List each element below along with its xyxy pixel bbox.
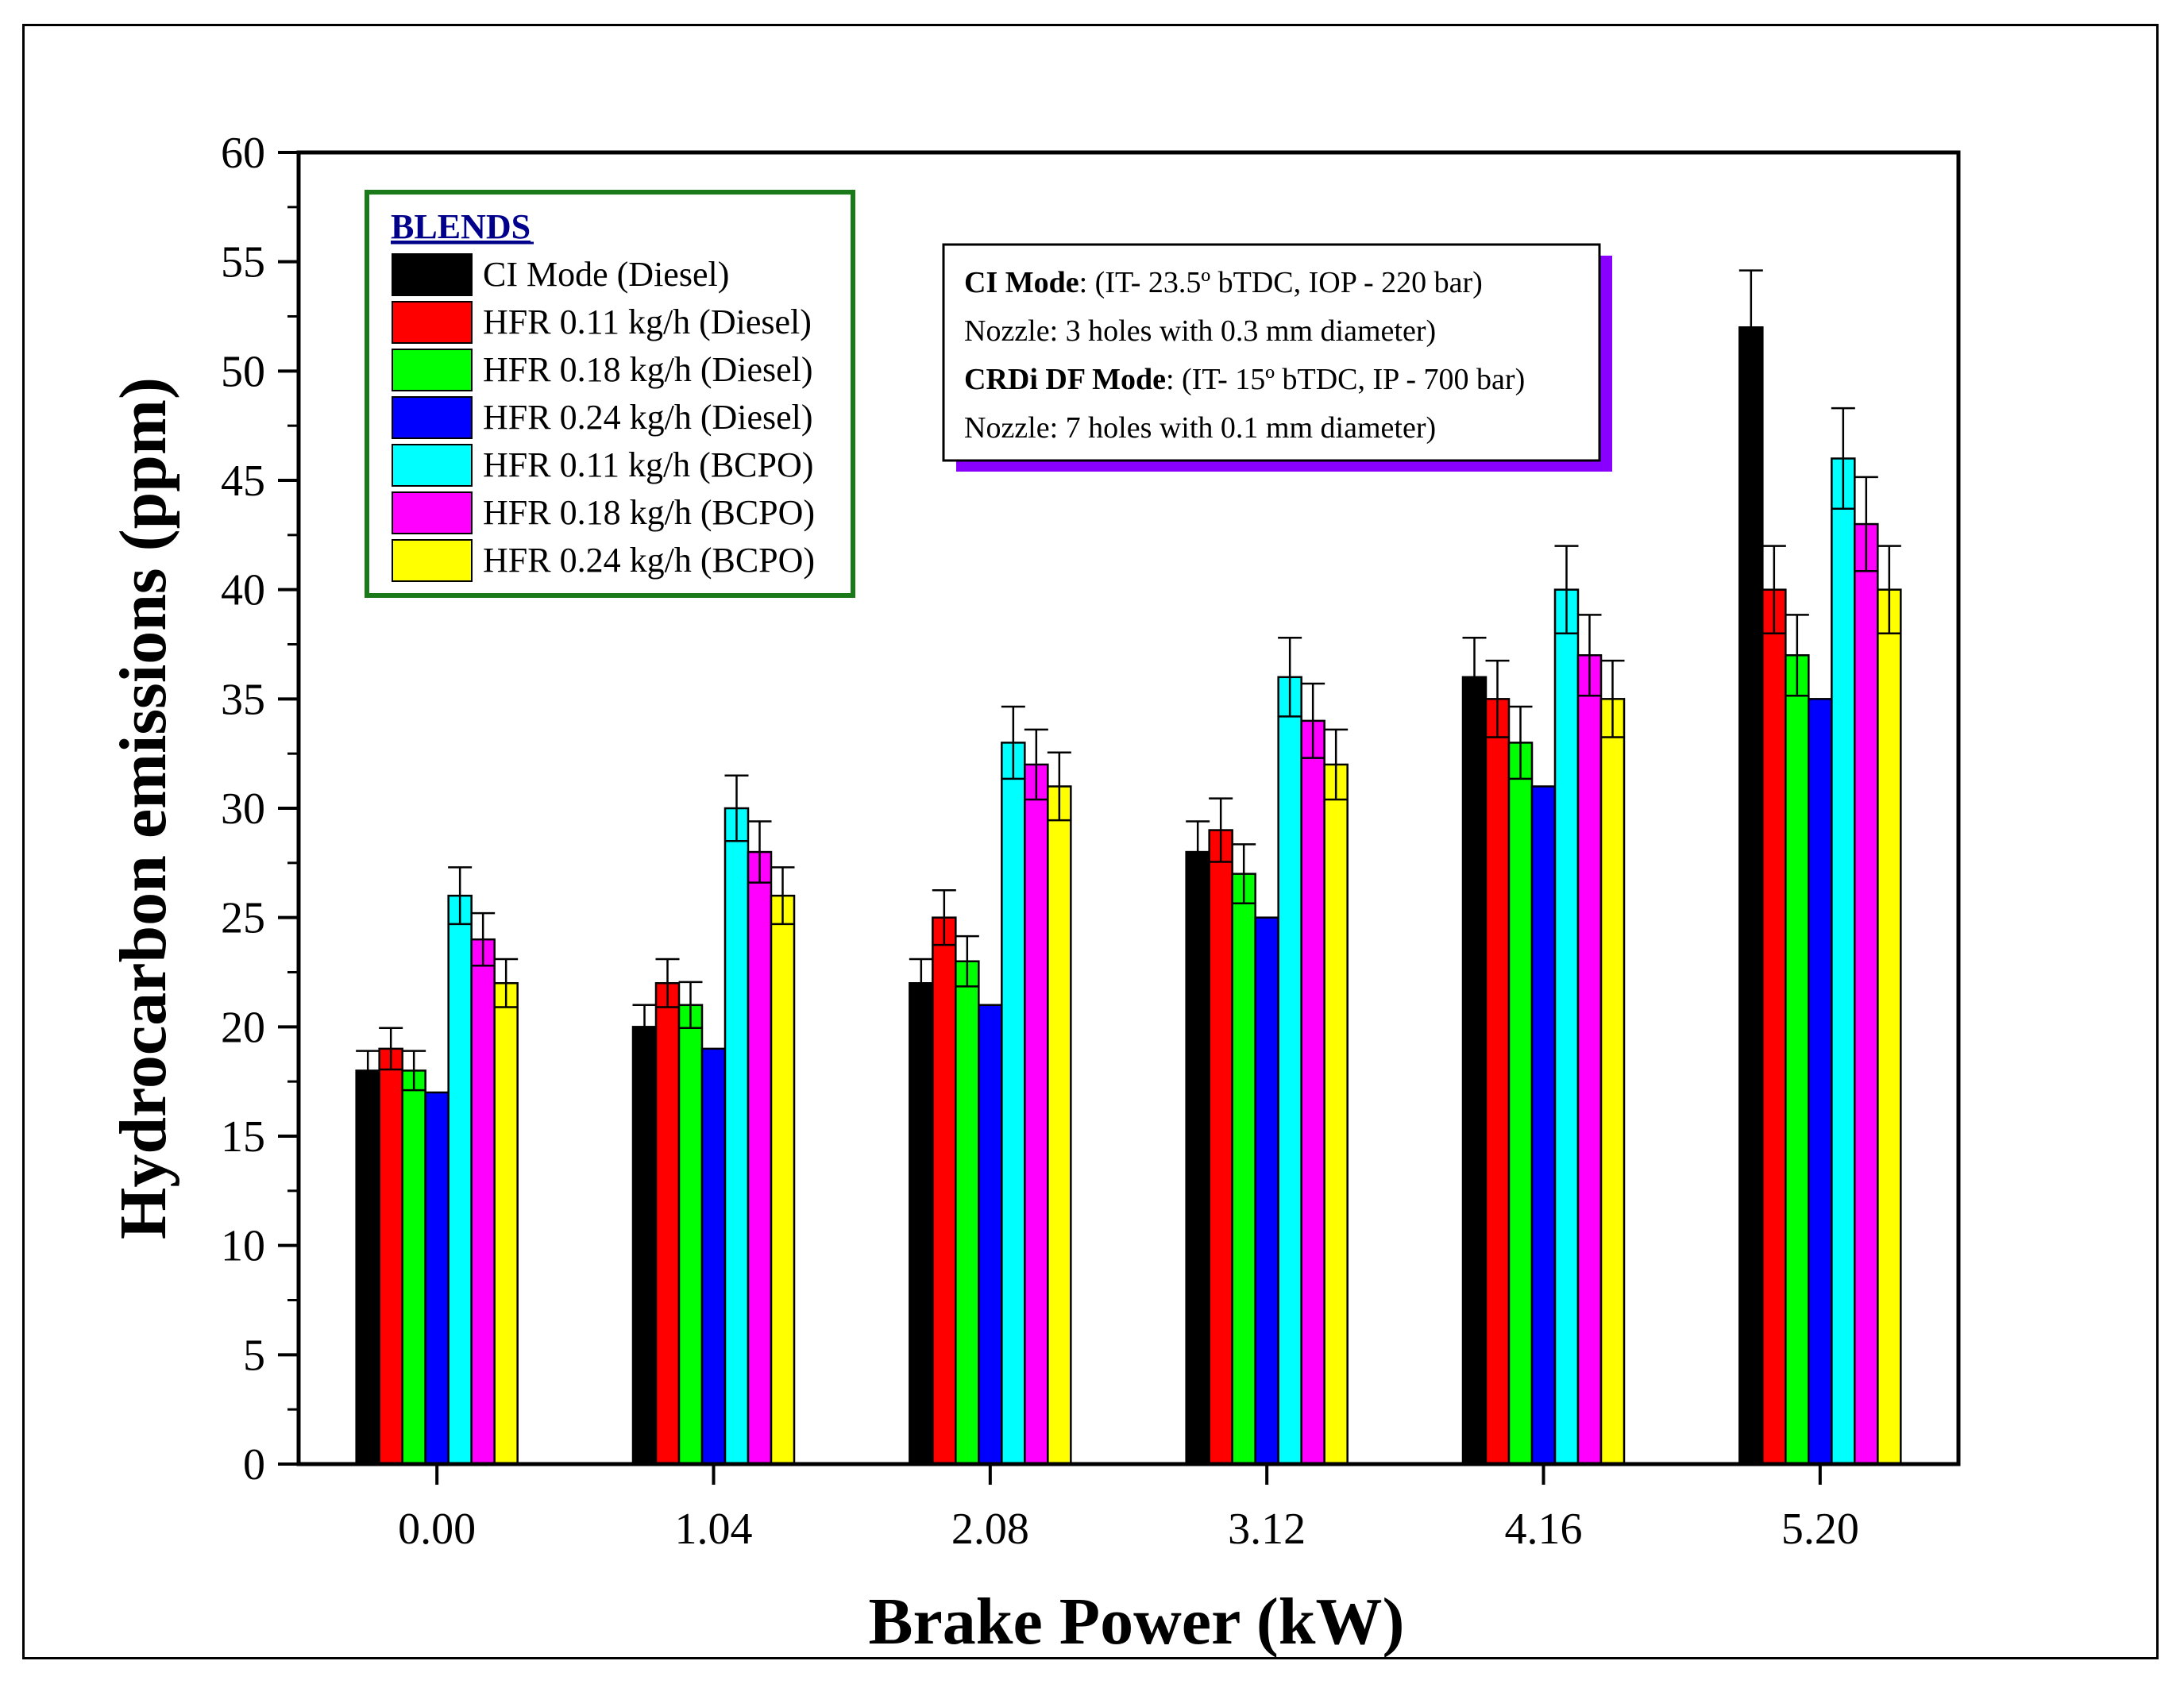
legend-swatch — [392, 491, 473, 534]
note-line-3-rest: : (IT- 15º bTDC, IP - 700 bar) — [1166, 363, 1525, 396]
legend: BLENDS CI Mode (Diesel) HFR 0.11 kg/h (Di… — [365, 190, 855, 598]
bar — [654, 982, 681, 1466]
bar — [770, 894, 796, 1466]
legend-label: HFR 0.11 kg/h (BCPO) — [483, 445, 813, 484]
x-tick-label: 0.00 — [398, 1505, 476, 1554]
bar — [447, 894, 473, 1466]
legend-swatch — [392, 396, 473, 439]
bar — [401, 1069, 426, 1466]
note-line-3: CRDi DF Mode: (IT- 15º bTDC, IP - 700 ba… — [964, 363, 1525, 396]
bar — [1576, 654, 1603, 1466]
note-line-1-rest: : (IT- 23.5º bTDC, IOP - 220 bar) — [1079, 266, 1483, 299]
y-tick-label: 0 — [243, 1440, 265, 1489]
y-tick-label: 55 — [221, 238, 265, 287]
y-tick-label: 5 — [243, 1331, 265, 1380]
bar — [1024, 763, 1049, 1466]
bar — [1507, 742, 1534, 1466]
y-tick-label: 35 — [221, 675, 265, 724]
bar — [1808, 698, 1833, 1466]
x-tick-label: 4.16 — [1505, 1505, 1583, 1554]
note-box — [942, 243, 1601, 462]
legend-label: HFR 0.18 kg/h (Diesel) — [483, 350, 813, 389]
y-tick-label: 25 — [221, 894, 265, 943]
bar — [631, 1026, 658, 1466]
y-tick-label: 30 — [221, 784, 265, 834]
legend-swatch — [392, 349, 473, 391]
bar — [955, 960, 980, 1466]
legend-swatch — [392, 444, 473, 487]
legend-title: BLENDS — [391, 207, 531, 246]
bar — [1530, 785, 1557, 1466]
y-tick-label: 20 — [221, 1003, 265, 1052]
legend-label: HFR 0.18 kg/h (BCPO) — [483, 493, 815, 532]
x-tick-label: 5.20 — [1781, 1505, 1859, 1554]
bar — [1300, 719, 1325, 1466]
legend-label: HFR 0.24 kg/h (Diesel) — [483, 398, 813, 437]
bar — [1553, 588, 1580, 1466]
note-line-2: Nozzle: 3 holes with 0.3 mm diameter) — [964, 314, 1436, 348]
bar — [1047, 785, 1072, 1466]
bar — [1231, 873, 1256, 1466]
bar — [909, 982, 934, 1466]
x-tick-label: 3.12 — [1228, 1505, 1306, 1554]
bar — [355, 1069, 380, 1466]
bar — [723, 807, 750, 1466]
y-axis-title: Hydrocarbon emissions (ppm) — [106, 377, 180, 1239]
bar — [747, 850, 773, 1466]
legend-label: HFR 0.11 kg/h (Diesel) — [483, 303, 812, 341]
bar — [1831, 457, 1856, 1466]
error-bars-layer — [356, 269, 1901, 1092]
y-axis: 0 5 10 15 20 25 30 35 40 45 50 55 60 — [221, 129, 299, 1489]
x-axis: 0.00 1.04 2.08 3.12 4.16 5.20 — [398, 1464, 1859, 1554]
x-tick-label: 2.08 — [951, 1505, 1029, 1554]
y-tick-label: 10 — [221, 1222, 265, 1271]
legend-label: HFR 0.24 kg/h (BCPO) — [483, 541, 815, 580]
bar — [1877, 588, 1902, 1466]
bar — [978, 1004, 1003, 1466]
legend-swatch — [392, 539, 473, 582]
bar — [1323, 763, 1349, 1466]
bar — [378, 1047, 403, 1466]
bar — [700, 1047, 727, 1466]
bar — [1761, 588, 1787, 1466]
note-line-4: Nozzle: 7 holes with 0.1 mm diameter) — [964, 411, 1436, 445]
y-tick-label: 15 — [221, 1112, 265, 1162]
bar — [677, 1004, 704, 1466]
bar — [424, 1091, 450, 1466]
bar — [1208, 829, 1233, 1466]
bar — [1277, 676, 1302, 1466]
bar — [1254, 916, 1279, 1466]
bar — [470, 938, 496, 1466]
bar — [1484, 698, 1511, 1466]
bar — [932, 916, 957, 1466]
bar — [1599, 698, 1626, 1466]
note-line-3-bold: CRDi DF Mode — [964, 363, 1166, 396]
legend-swatch — [392, 301, 473, 344]
y-tick-label: 45 — [221, 457, 265, 506]
y-tick-label: 60 — [221, 129, 265, 178]
y-tick-label: 50 — [221, 347, 265, 396]
note-line-1-bold: CI Mode — [964, 266, 1079, 299]
bar — [1738, 326, 1764, 1466]
bar — [1001, 742, 1026, 1466]
bar — [493, 982, 519, 1466]
y-tick-label: 40 — [221, 566, 265, 615]
conditions-note: CI Mode: (IT- 23.5º bTDC, IOP - 220 bar)… — [942, 243, 1612, 472]
note-line-1: CI Mode: (IT- 23.5º bTDC, IOP - 220 bar) — [964, 266, 1483, 299]
bar — [1854, 522, 1879, 1466]
x-tick-label: 1.04 — [675, 1505, 753, 1554]
legend-swatch — [392, 253, 473, 296]
legend-label: CI Mode (Diesel) — [483, 255, 729, 294]
x-axis-title: Brake Power (kW) — [869, 1585, 1405, 1659]
bar — [1185, 850, 1210, 1466]
legend-box — [365, 190, 855, 598]
bar — [1461, 676, 1488, 1466]
bar — [1785, 654, 1810, 1466]
figure-frame — [22, 24, 2159, 1659]
legend-items: CI Mode (Diesel) HFR 0.11 kg/h (Diesel) HF… — [392, 253, 815, 582]
